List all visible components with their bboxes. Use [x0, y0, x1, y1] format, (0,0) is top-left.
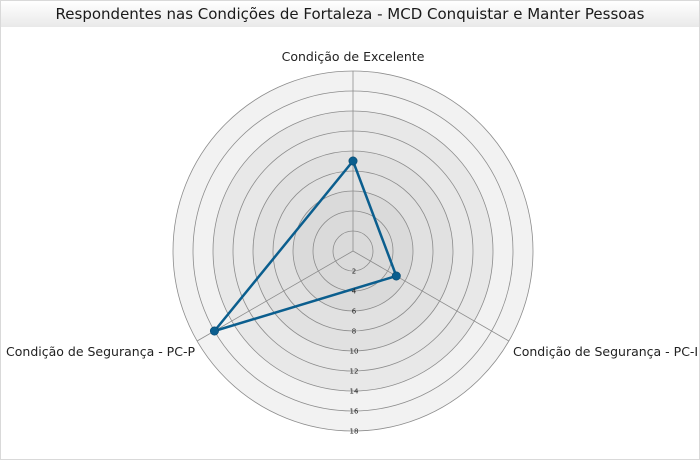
data-point — [348, 156, 358, 166]
axis-label: Condição de Excelente — [282, 49, 425, 64]
tick-label: 10 — [350, 348, 359, 356]
tick-label: 6 — [352, 308, 357, 316]
axis-labels: Condição de Excelente Condição de Seguran… — [6, 49, 698, 359]
series-line — [213, 159, 398, 333]
axis-label: Condição de Segurança - PC-I — [513, 344, 698, 359]
data-point — [391, 271, 401, 281]
radar-spoke — [352, 250, 510, 342]
chart-title: Respondentes nas Condições de Fortaleza … — [1, 1, 699, 27]
data-point — [209, 326, 219, 336]
tick-label: 2 — [352, 268, 356, 276]
tick-label: 16 — [350, 408, 359, 416]
tick-label: 12 — [350, 368, 359, 376]
radar-spoke — [196, 250, 354, 342]
tick-label: 4 — [352, 288, 357, 296]
radial-tick-labels: 2 4 6 8 10 12 14 16 18 — [350, 268, 359, 436]
tick-label: 18 — [350, 428, 359, 436]
tick-label: 14 — [350, 388, 359, 396]
axis-label: Condição de Segurança - PC-P — [6, 344, 195, 359]
radar-series — [209, 156, 401, 336]
tick-label: 8 — [352, 328, 356, 336]
